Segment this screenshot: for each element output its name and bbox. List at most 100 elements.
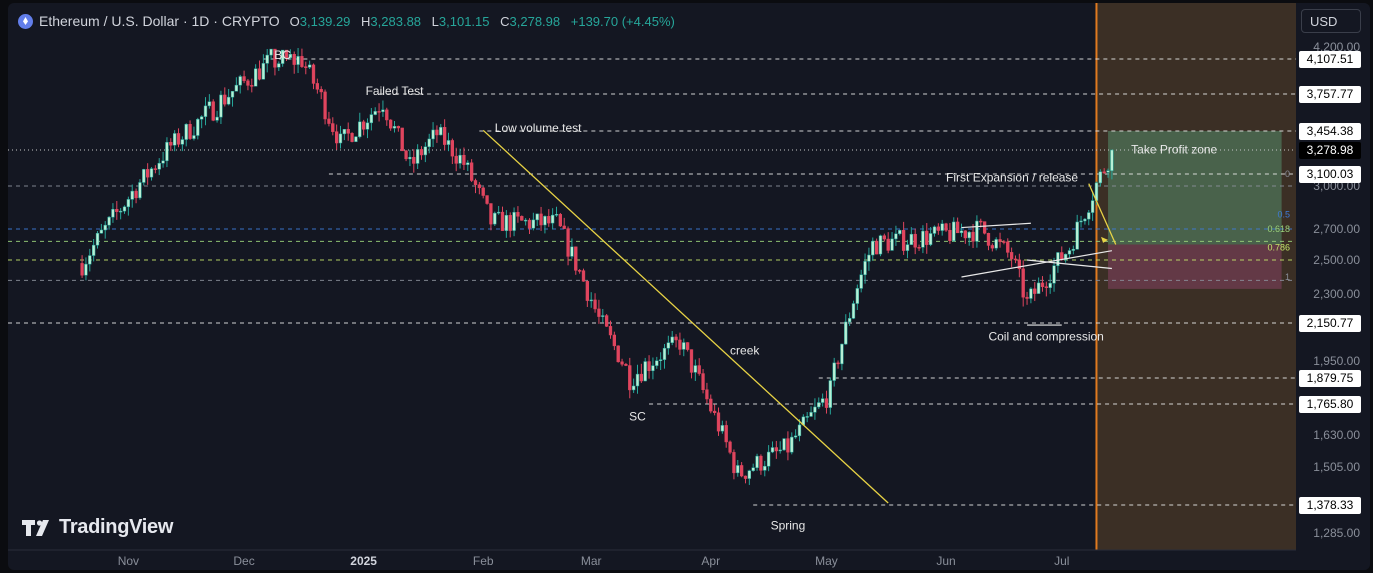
candle-body [643, 361, 647, 382]
candle-body [539, 213, 543, 226]
channel-line [961, 222, 1031, 229]
high-value: 3,283.88 [370, 13, 422, 29]
candle-body [1067, 250, 1072, 255]
candle-body [500, 211, 505, 231]
candle-body [115, 208, 119, 212]
y-axis-tick-label: 1,630.00 [1313, 428, 1360, 442]
candle-body [1098, 171, 1102, 184]
candle-body [979, 220, 983, 223]
candle-body [334, 131, 339, 144]
fib-level-label: 1 [1285, 272, 1290, 282]
candle-body [790, 436, 794, 453]
candle-body [1002, 241, 1006, 243]
candle-body [817, 402, 821, 408]
candle-body [153, 168, 158, 170]
candle-body [99, 229, 104, 234]
candle-body [716, 412, 721, 432]
candle-body [566, 228, 570, 257]
candle-body [998, 239, 1002, 242]
annotation-label: SC [629, 410, 646, 424]
fib-level-label: 0.5 [1277, 210, 1290, 220]
candle-body [940, 223, 944, 231]
candle-body [963, 230, 967, 239]
candle-body [647, 361, 651, 371]
low-value: 3,101.15 [438, 13, 490, 29]
candle-body [215, 116, 219, 121]
candle-body [1079, 220, 1083, 223]
candle-body [743, 475, 748, 479]
symbol-title[interactable]: Ethereum / U.S. Dollar · 1D · CRYPTO [39, 13, 280, 29]
candle-body [111, 208, 115, 218]
y-axis-tick-label: 1,285.00 [1313, 526, 1360, 540]
price-badge-label: 1,378.33 [1307, 498, 1354, 512]
candle-body [1071, 248, 1075, 251]
candle-body [373, 111, 377, 115]
candle-body [574, 246, 578, 271]
candle-body [859, 274, 863, 289]
candle-body [932, 226, 937, 234]
candle-body [442, 127, 447, 145]
candle-body [400, 127, 404, 152]
candle-body [1040, 282, 1045, 287]
candle-body [435, 129, 439, 136]
candle-body [581, 270, 586, 282]
candle-body [354, 136, 358, 142]
fib-level-label: 0.618 [1267, 224, 1290, 234]
candle-body [92, 244, 96, 256]
fib-level-label: 0.786 [1267, 243, 1290, 253]
candle-body [431, 129, 435, 140]
candle-body [778, 449, 782, 452]
candle-body [423, 146, 428, 156]
candle-body [296, 56, 300, 65]
candle-body [446, 140, 451, 145]
candle-body [458, 154, 462, 164]
candle-body [319, 89, 323, 93]
candle-body [226, 96, 231, 105]
candle-body [269, 48, 273, 56]
currency-button[interactable]: USD [1301, 9, 1361, 33]
candle-body [196, 118, 200, 136]
candle-body [146, 169, 150, 178]
candle-body [782, 438, 786, 451]
candle-body [959, 230, 964, 234]
candle-body [481, 187, 485, 196]
price-badge-label: 3,757.77 [1307, 87, 1354, 101]
candle-body [705, 389, 709, 400]
tradingview-logo[interactable]: TradingView [22, 516, 173, 539]
candle-body [1110, 149, 1114, 171]
price-badge-label: 1,879.75 [1307, 371, 1354, 385]
candle-body [1106, 170, 1110, 173]
price-badge-label: 3,100.03 [1307, 167, 1354, 181]
chart-frame: BC Failed Test Low volume test creek SC Sprin… [8, 3, 1370, 570]
candle-body [685, 342, 690, 350]
candle-body [427, 138, 431, 147]
candle-body [439, 127, 443, 136]
candle-body [921, 230, 925, 248]
candle-body [377, 111, 381, 113]
candle-body [828, 380, 832, 408]
candle-body [1006, 241, 1010, 253]
candle-body [558, 214, 563, 227]
candle-body [732, 452, 736, 474]
candle-body [1063, 253, 1068, 261]
candle-body [913, 233, 917, 248]
candle-body [909, 233, 913, 245]
candle-body [975, 220, 979, 242]
y-axis-tick-label: 1,950.00 [1313, 354, 1360, 368]
candle-body [473, 180, 478, 185]
candle-body [1083, 218, 1087, 222]
candle-body [307, 64, 312, 68]
candle-body [323, 91, 327, 120]
candle-body [917, 246, 921, 249]
candle-body [126, 199, 131, 208]
candle-body [138, 182, 142, 199]
annotation-label: BC [274, 48, 291, 62]
chart-canvas[interactable]: BC Failed Test Low volume test creek SC Sprin… [8, 3, 1370, 570]
candle-body [508, 215, 512, 231]
ohlc-readout: O3,139.29 H3,283.88 L3,101.15 C3,278.98 … [290, 14, 682, 29]
logo-text: TradingView [59, 516, 174, 538]
candle-body [234, 84, 239, 92]
candle-body [678, 339, 682, 350]
candle-body [547, 216, 551, 224]
candle-body [230, 90, 235, 98]
